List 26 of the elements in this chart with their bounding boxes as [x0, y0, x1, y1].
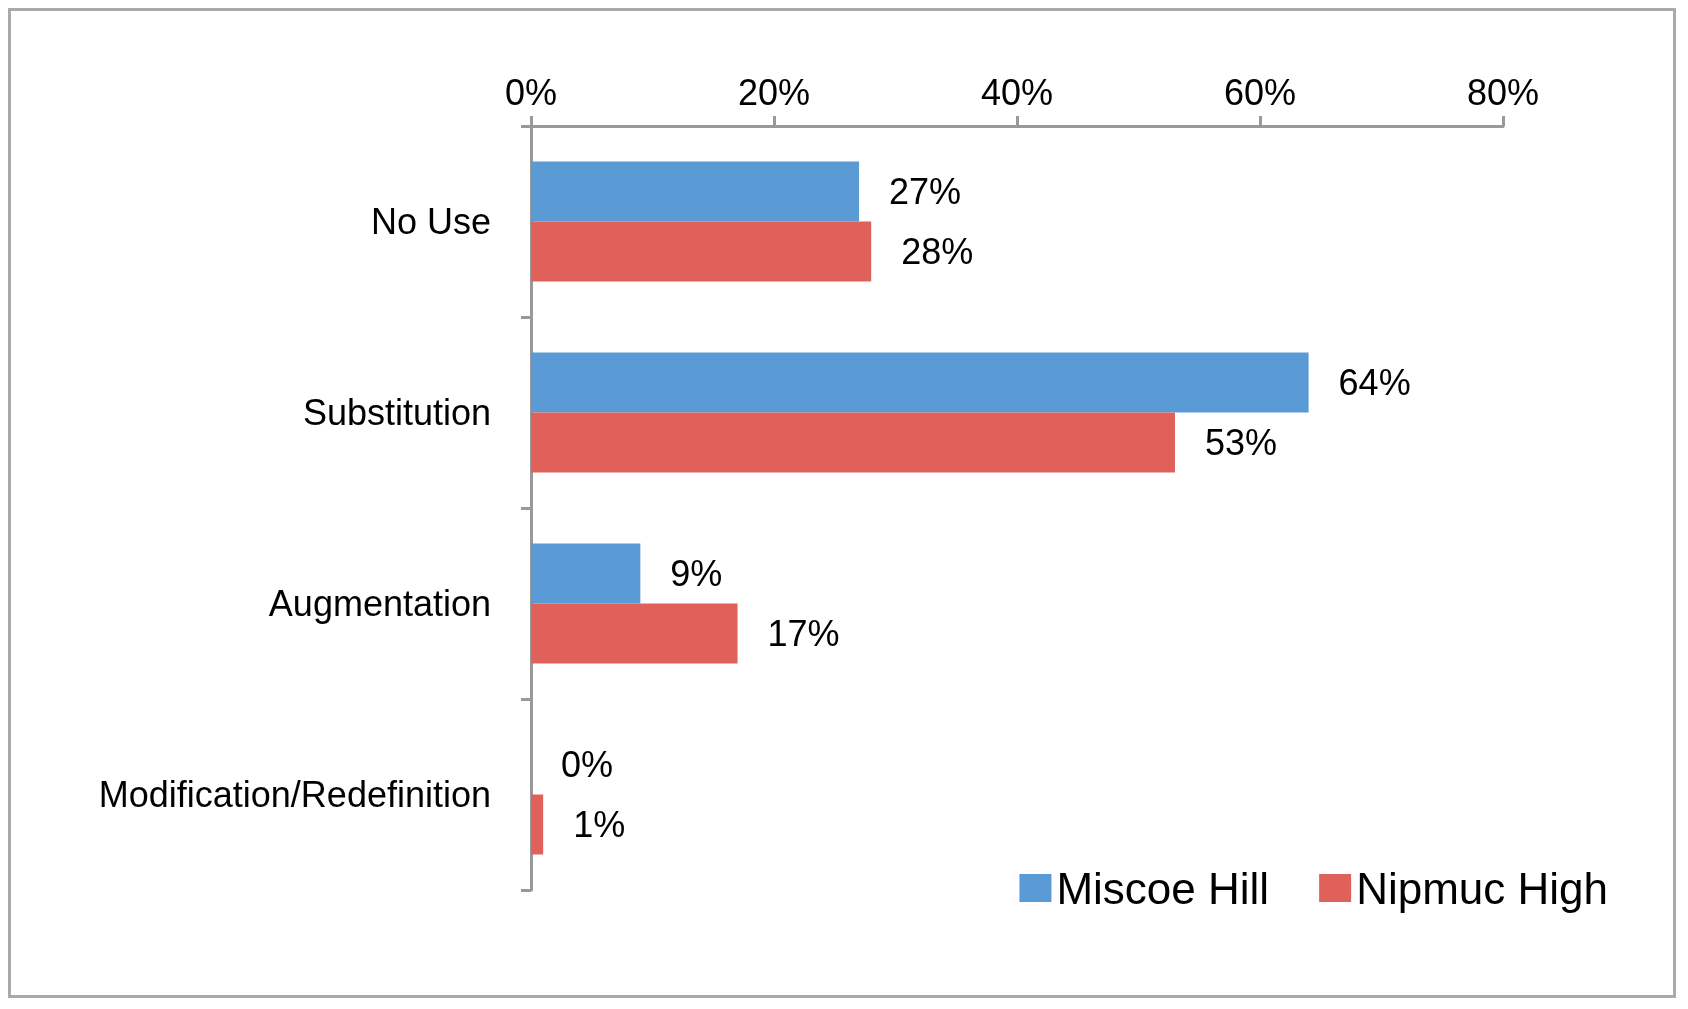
data-label: 53% — [1204, 422, 1278, 463]
x-tick-label: 0% — [504, 71, 558, 113]
bar — [531, 161, 860, 222]
data-label: 28% — [901, 231, 974, 272]
x-tick-label: 20% — [737, 71, 811, 113]
data-label: 17% — [767, 613, 840, 654]
data-label: 27% — [889, 171, 962, 212]
bar — [531, 412, 1175, 473]
bar — [531, 543, 641, 604]
data-label: 0% — [561, 744, 614, 785]
x-tick-label: 40% — [980, 71, 1054, 113]
x-tick-label: 60% — [1223, 71, 1297, 113]
legend-label: Nipmuc High — [1356, 863, 1609, 913]
bar — [531, 794, 544, 855]
data-label: 1% — [573, 804, 626, 845]
bar — [531, 352, 1309, 413]
y-tick-label: No Use — [370, 201, 491, 242]
data-label: 64% — [1338, 362, 1411, 403]
x-tick-label: 80% — [1466, 71, 1540, 113]
y-tick-label: Substitution — [302, 392, 491, 433]
y-tick-label: Augmentation — [268, 583, 491, 624]
bar — [531, 603, 738, 664]
data-label: 9% — [670, 553, 723, 594]
bar — [531, 221, 872, 282]
legend-label: Miscoe Hill — [1056, 863, 1270, 913]
y-tick-label: Modification/Redefinition — [98, 774, 491, 815]
